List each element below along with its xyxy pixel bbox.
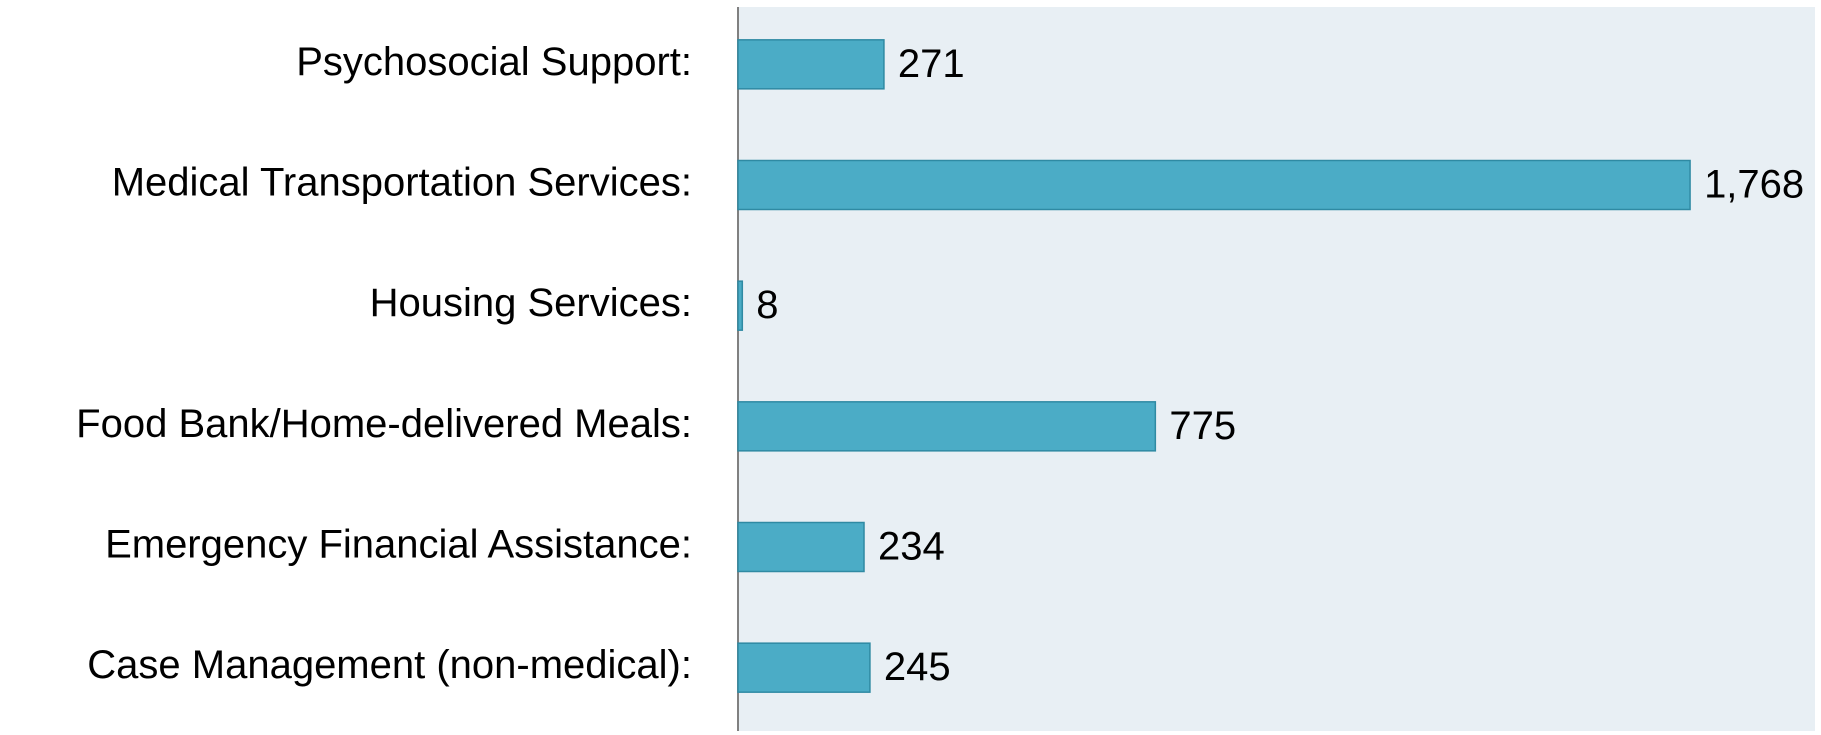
bar: [737, 401, 1157, 452]
category-label: Psychosocial Support:: [296, 40, 692, 84]
category-label: Medical Transportation Services:: [112, 161, 692, 205]
category-label: Food Bank/Home-delivered Meals:: [76, 402, 692, 446]
value-label: 271: [898, 42, 965, 86]
value-label: 234: [878, 525, 945, 569]
value-label: 775: [1169, 404, 1236, 448]
bar: [737, 521, 865, 573]
bar: [737, 642, 871, 693]
bar: [737, 159, 1691, 211]
category-label: Case Management (non-medical):: [87, 643, 692, 687]
bar: [737, 280, 744, 331]
category-label: Emergency Financial Assistance:: [105, 523, 692, 567]
value-label: 245: [884, 645, 951, 689]
value-label: 8: [756, 283, 778, 327]
plot-area: [738, 7, 1815, 731]
value-label: 1,768: [1704, 163, 1804, 207]
bar: [737, 39, 885, 90]
category-label: Housing Services:: [370, 281, 692, 325]
